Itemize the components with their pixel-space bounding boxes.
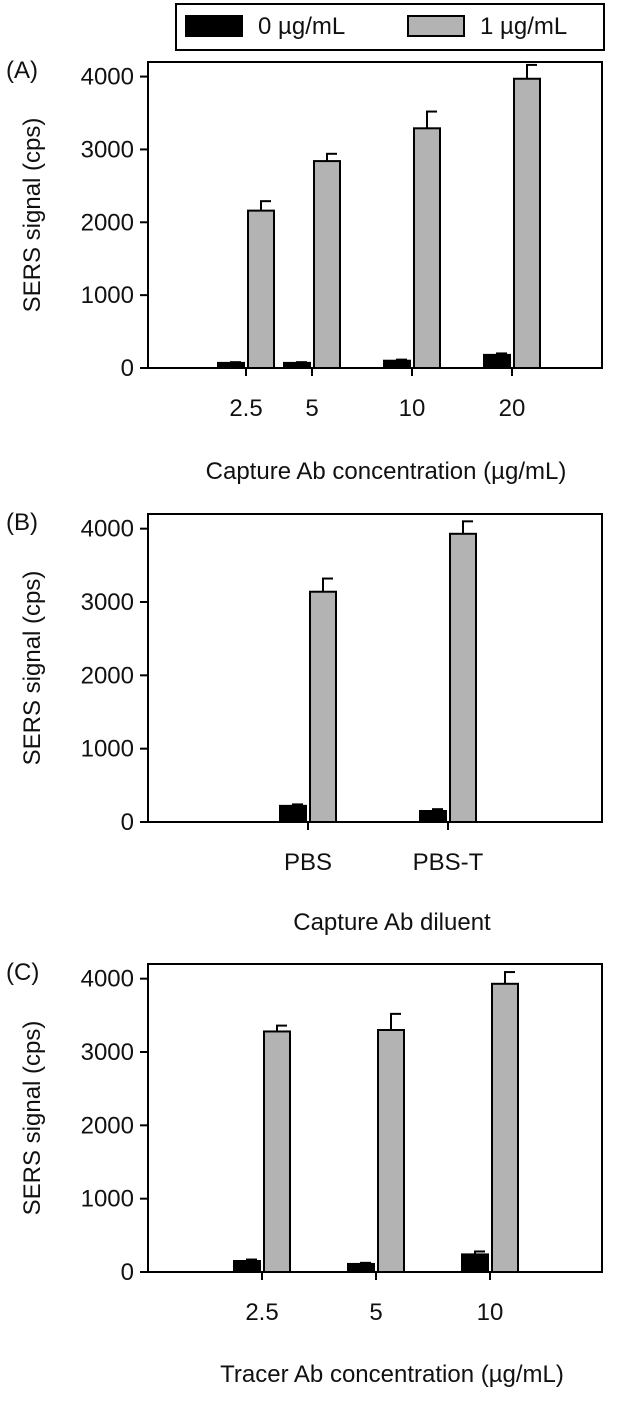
bar-control <box>419 810 447 823</box>
bar-control <box>383 359 411 370</box>
y-tick-label: 3000 <box>81 136 134 163</box>
panel-label: (C) <box>6 959 39 986</box>
bar-sample <box>313 160 341 369</box>
bar-sample <box>413 127 441 369</box>
bar-sample <box>513 77 541 369</box>
y-tick-label: 0 <box>121 355 134 382</box>
x-tick-label: PBS-T <box>413 849 484 876</box>
plot-frame <box>147 963 603 1273</box>
panel-label: (A) <box>6 57 38 84</box>
legend-swatch-1 <box>407 15 465 37</box>
y-tick-label: 3000 <box>81 1039 134 1066</box>
legend-label-0: 0 µg/mL <box>258 13 345 40</box>
legend-box <box>175 3 605 51</box>
panel-b: (B) 0 1000 2000 3000 4000 SERS signal (cps) PBS… <box>6 509 603 936</box>
x-tick-label: 2.5 <box>245 1299 278 1326</box>
y-tick-label: 2000 <box>81 662 134 689</box>
bar-control <box>217 361 245 369</box>
bar-sample <box>377 1029 405 1273</box>
y-axis-label: SERS signal (cps) <box>19 118 46 313</box>
y-tick-label: 4000 <box>81 966 134 993</box>
bar-control <box>461 1253 489 1274</box>
bar-control <box>483 353 511 369</box>
panel-a: (A) 0 1000 2000 3000 4000 SERS signal (cps) 2.5… <box>6 57 603 485</box>
y-tick-label: 1000 <box>81 282 134 309</box>
legend-swatch-0 <box>185 15 243 37</box>
x-tick-label: 10 <box>399 395 426 422</box>
bar-sample <box>247 209 275 369</box>
panel-label: (B) <box>6 509 38 536</box>
x-tick-label: PBS <box>284 849 332 876</box>
x-tick-label: 20 <box>499 395 526 422</box>
y-tick-label: 1000 <box>81 1186 134 1213</box>
y-tick-label: 4000 <box>81 64 134 91</box>
y-axis-label: SERS signal (cps) <box>19 1021 46 1216</box>
x-tick-label: 2.5 <box>229 395 262 422</box>
y-tick-label: 0 <box>121 809 134 836</box>
x-tick-label: 5 <box>305 395 318 422</box>
plot-frame <box>147 513 603 823</box>
x-tick-label: 10 <box>477 1299 504 1326</box>
legend: 0 µg/mL 1 µg/mL <box>175 3 605 51</box>
bar-control <box>347 1262 375 1274</box>
panel-c: (C) 0 1000 2000 3000 4000 SERS signal (cps) 2.5… <box>6 959 603 1388</box>
x-axis-label: Capture Ab diluent <box>293 909 491 936</box>
bar-control <box>283 361 311 369</box>
bar-sample <box>263 1030 291 1274</box>
y-tick-label: 2000 <box>81 209 134 236</box>
x-tick-label: 5 <box>369 1299 382 1326</box>
y-tick-label: 0 <box>121 1259 134 1286</box>
x-axis-label: Capture Ab concentration (µg/mL) <box>206 458 567 485</box>
y-tick-label: 2000 <box>81 1112 134 1139</box>
y-tick-label: 3000 <box>81 589 134 616</box>
bar-sample <box>309 590 337 823</box>
y-tick-label: 1000 <box>81 736 134 763</box>
legend-label-1: 1 µg/mL <box>480 13 567 40</box>
bar-control <box>279 804 307 823</box>
y-tick-label: 4000 <box>81 516 134 543</box>
plot-frame <box>147 61 603 369</box>
y-axis-label: SERS signal (cps) <box>19 571 46 766</box>
bar-sample <box>491 982 519 1273</box>
x-axis-label: Tracer Ab concentration (µg/mL) <box>220 1361 564 1388</box>
bar-control <box>233 1260 261 1273</box>
bar-sample <box>449 532 477 823</box>
